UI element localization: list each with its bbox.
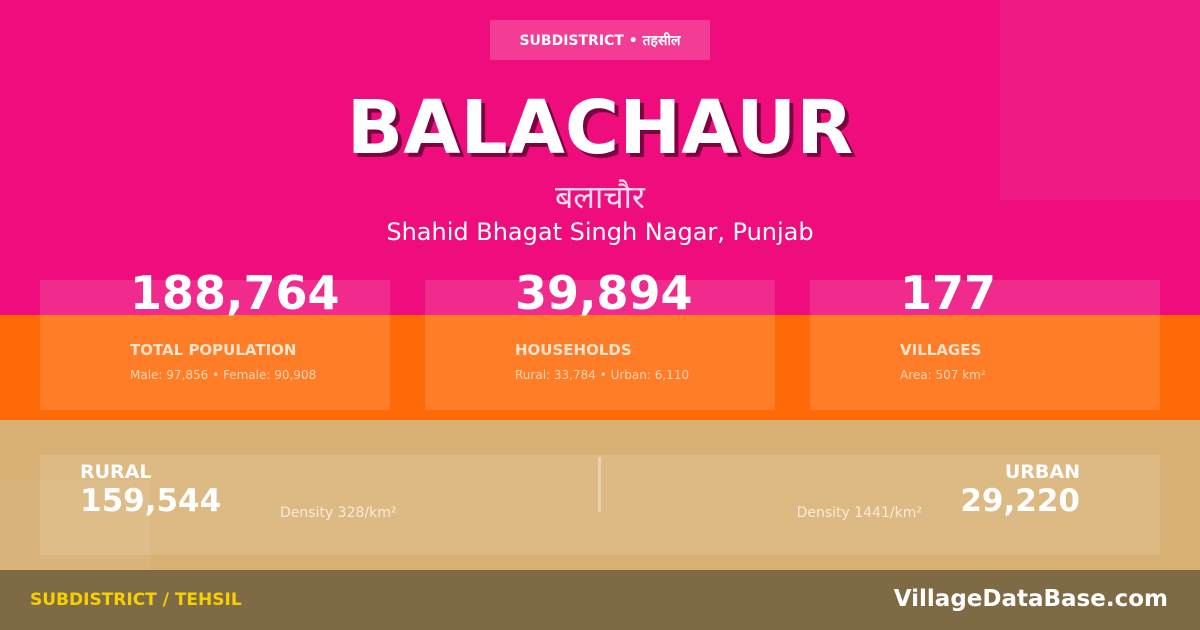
- footer-bar: [0, 570, 1200, 630]
- stats-band: [0, 315, 1200, 420]
- page-title: BALACHAUR: [346, 85, 854, 171]
- stat-value: 177: [900, 266, 997, 320]
- stat-sub: Area: 507 km²: [900, 368, 986, 382]
- header-band: [0, 0, 1200, 315]
- urban-density: Density 1441/km²: [796, 505, 922, 521]
- location: Shahid Bhagat Singh Nagar, Punjab: [386, 218, 814, 246]
- rural-label: RURAL: [80, 461, 152, 483]
- stat-sub: Rural: 33,784 • Urban: 6,110: [515, 368, 690, 382]
- stat-sub: Male: 97,856 • Female: 90,908: [130, 368, 317, 382]
- decorative-square: [1000, 0, 1200, 200]
- stat-label: TOTAL POPULATION: [130, 341, 297, 359]
- stat-card-households: 39,894 HOUSEHOLDS Rural: 33,784 • Urban:…: [425, 266, 775, 410]
- urban-value: 29,220: [960, 483, 1080, 519]
- stat-card-villages: 177 VILLAGES Area: 507 km²: [810, 266, 1160, 410]
- stat-value: 39,894: [515, 266, 693, 320]
- stat-label: HOUSEHOLDS: [515, 341, 632, 359]
- divider: [598, 457, 601, 512]
- rural-urban-band: [0, 420, 1200, 570]
- rural-urban-panel: RURAL 159,544 Density 328/km² URBAN 29,2…: [40, 455, 1160, 555]
- type-badge: SUBDISTRICT • तहसील: [490, 20, 710, 60]
- footer-category: SUBDISTRICT / TEHSIL: [30, 590, 242, 610]
- stat-card-population: 188,764 TOTAL POPULATION Male: 97,856 • …: [40, 266, 390, 410]
- rural-value: 159,544: [80, 483, 222, 519]
- site-logo[interactable]: VillageDataBase.com: [893, 586, 1168, 612]
- urban-label: URBAN: [1004, 461, 1080, 483]
- stat-label: VILLAGES: [900, 341, 982, 359]
- rural-density: Density 328/km²: [280, 505, 397, 521]
- title-hindi: बलाचौर: [555, 178, 645, 216]
- stat-value: 188,764: [130, 266, 340, 320]
